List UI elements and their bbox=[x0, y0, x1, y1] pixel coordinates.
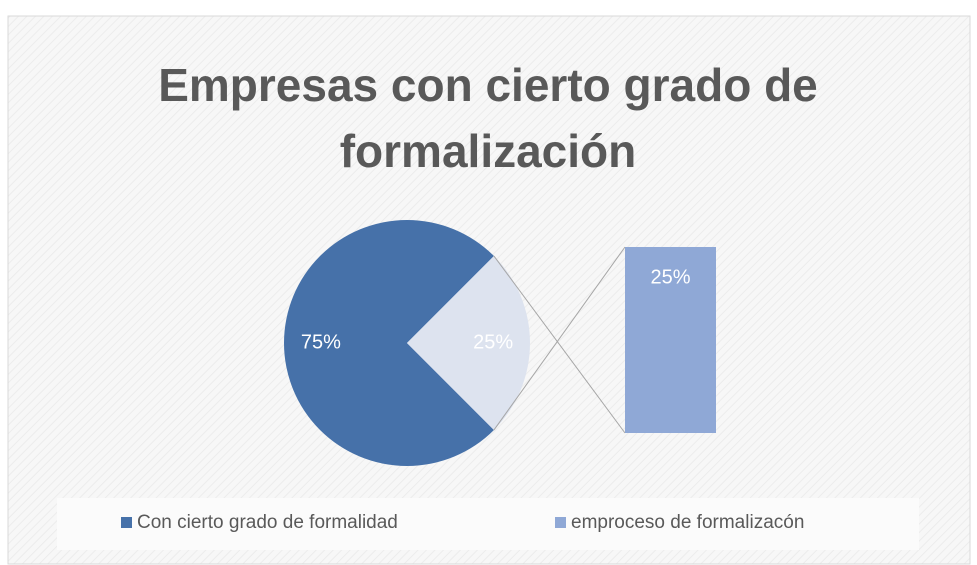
chart-title: Empresas con cierto grado de formalizaci… bbox=[158, 59, 818, 177]
legend-label: Con cierto grado de formalidad bbox=[137, 512, 398, 533]
legend-box bbox=[57, 498, 919, 550]
connector-line bbox=[493, 246, 626, 431]
connector-line bbox=[493, 255, 626, 434]
data-label: 75% bbox=[301, 331, 341, 353]
pie-slice bbox=[283, 219, 494, 466]
data-label: 25% bbox=[650, 266, 690, 288]
bar bbox=[625, 247, 716, 433]
pie-slice bbox=[407, 256, 530, 430]
legend-swatch bbox=[555, 517, 566, 528]
legend-swatch bbox=[121, 517, 132, 528]
data-label: 25% bbox=[473, 331, 513, 353]
legend-label: emproceso de formalizacón bbox=[571, 512, 804, 533]
